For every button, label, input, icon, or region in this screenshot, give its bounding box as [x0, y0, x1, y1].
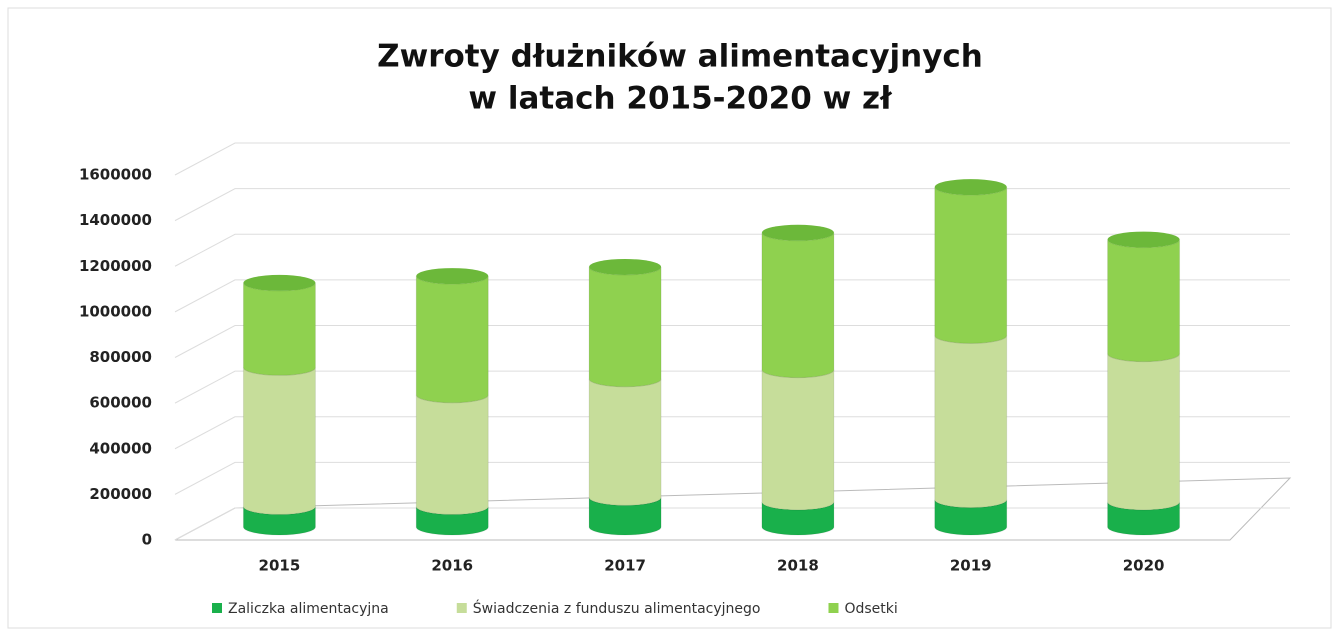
- bar-segment: [934, 335, 1008, 509]
- bar-segment: [588, 266, 662, 388]
- bar-segment: [588, 378, 662, 506]
- y-tick-label: 200000: [89, 485, 152, 503]
- x-tick-label: 2016: [431, 557, 473, 575]
- bar-segment: [242, 367, 316, 515]
- bar-segment: [415, 394, 489, 515]
- legend-swatch: [212, 603, 222, 613]
- bar-segment: [761, 369, 835, 511]
- legend-label: Odsetki: [844, 601, 897, 617]
- y-tick-label: 1600000: [79, 166, 152, 184]
- legend-swatch: [828, 603, 839, 613]
- y-tick-label: 800000: [89, 348, 152, 366]
- bar-cap: [934, 179, 1007, 196]
- x-tick-label: 2017: [604, 557, 646, 575]
- y-tick-label: 1400000: [79, 211, 152, 229]
- chart-title: Zwroty dłużników alimentacyjnych: [377, 39, 983, 75]
- bar-cap: [589, 258, 662, 275]
- bar-cap: [761, 224, 834, 241]
- y-tick-label: 400000: [89, 439, 152, 457]
- x-tick-label: 2020: [1123, 557, 1165, 575]
- legend-label: Świadczenia z funduszu alimentacyjnego: [473, 599, 761, 617]
- y-tick-label: 1000000: [79, 302, 152, 320]
- y-tick-label: 600000: [89, 394, 152, 412]
- bar-segment: [1107, 353, 1181, 511]
- chart-title: w latach 2015-2020 w zł: [468, 81, 893, 117]
- bar-cap: [243, 274, 316, 291]
- bar-cap: [416, 268, 489, 285]
- x-tick-label: 2019: [950, 557, 992, 575]
- bar-cap: [1107, 231, 1180, 248]
- bar-segment: [415, 275, 489, 404]
- bar-segment: [242, 282, 316, 376]
- y-tick-label: 1200000: [79, 257, 152, 275]
- x-tick-label: 2018: [777, 557, 819, 575]
- bar-segment: [934, 186, 1008, 344]
- bar-segment: [761, 232, 835, 379]
- legend-swatch: [456, 603, 467, 613]
- x-tick-label: 2015: [259, 557, 301, 575]
- legend-label: Zaliczka alimentacyjna: [228, 601, 389, 617]
- bar-segment: [1107, 239, 1181, 363]
- y-tick-label: 0: [142, 531, 152, 549]
- grid-line: [174, 142, 1290, 176]
